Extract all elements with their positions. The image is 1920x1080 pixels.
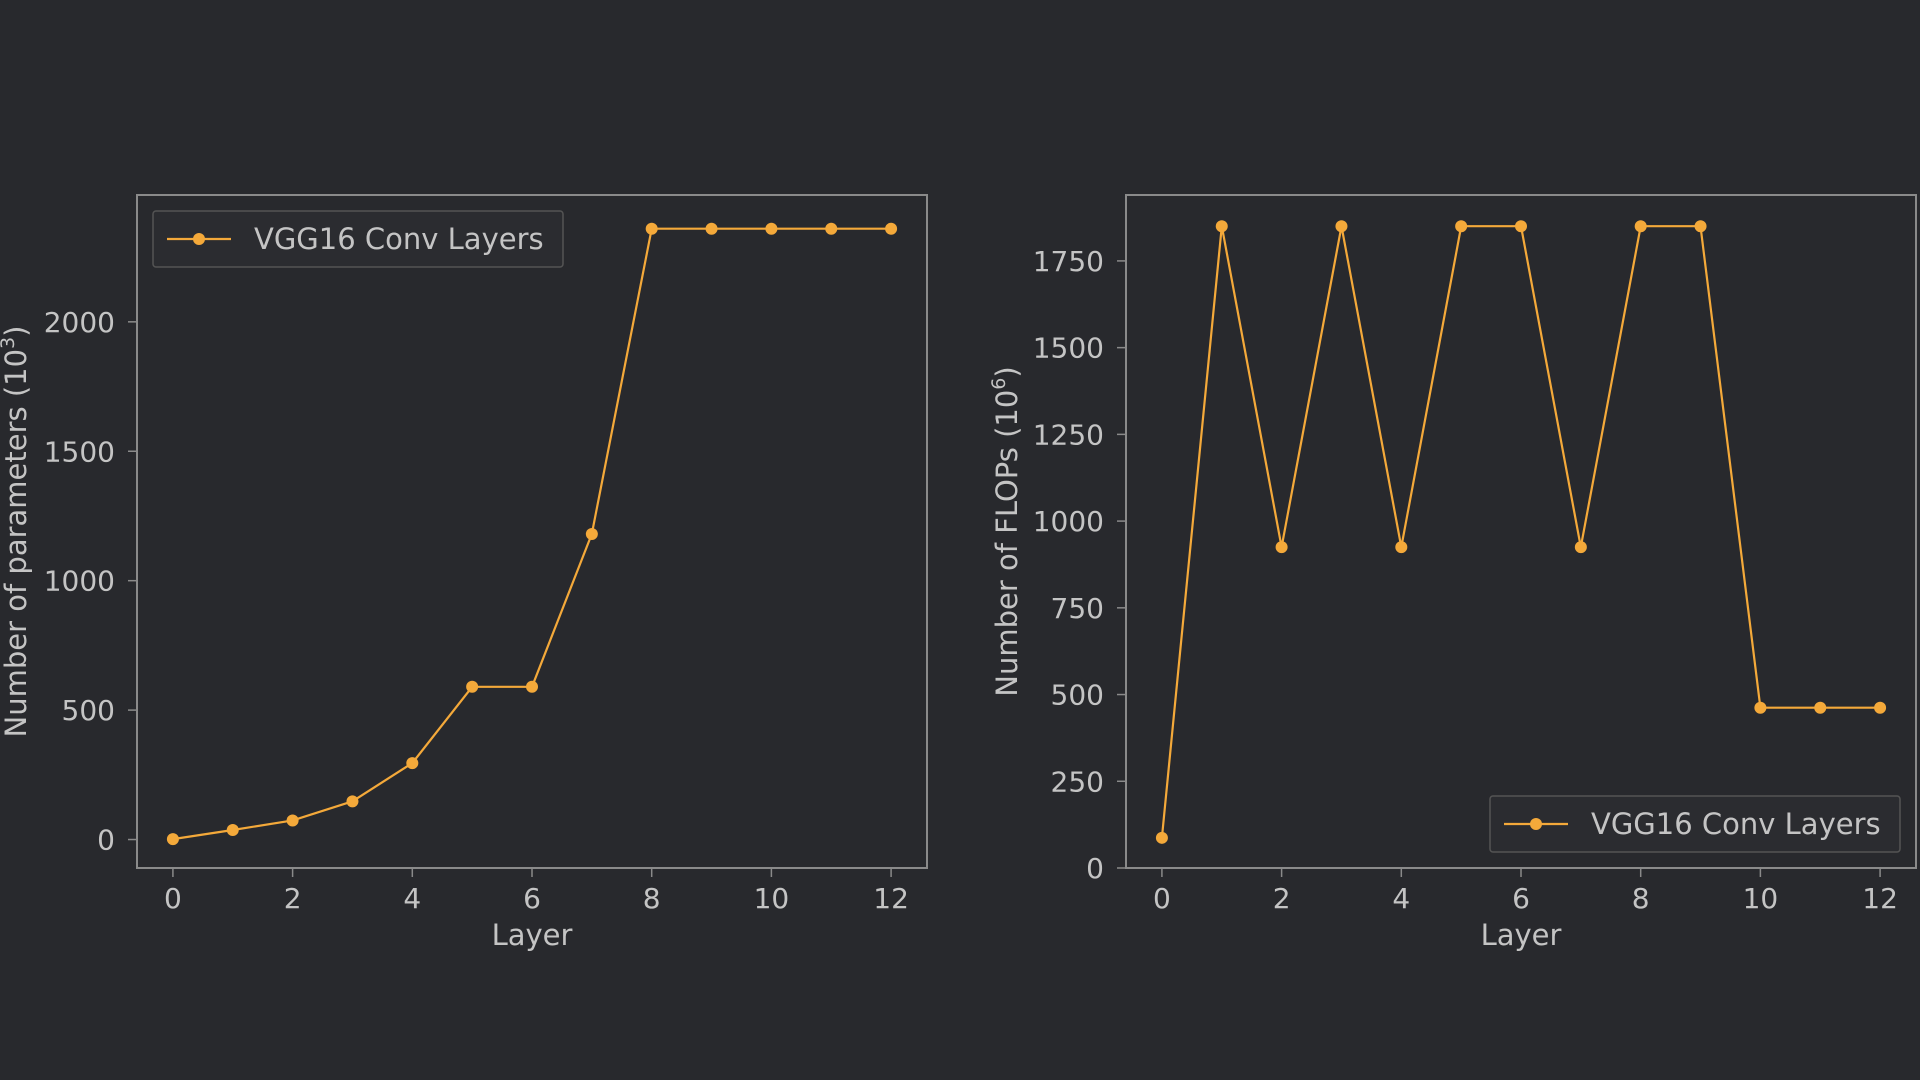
chart-2-legend-box [1489, 795, 1901, 853]
chart-2-data-point [1215, 220, 1228, 233]
chart-2-data-point [1574, 541, 1587, 554]
chart-2-y-tick-label: 1250 [1033, 418, 1104, 451]
chart-1-data-point [166, 833, 179, 846]
chart-2-x-tick-label: 12 [1862, 882, 1898, 915]
chart-2-data-point [1275, 541, 1288, 554]
chart-2-x-tick-label: 4 [1392, 882, 1410, 915]
chart-1-x-tick-label: 6 [523, 882, 541, 915]
chart-2-y-tick-label: 250 [1051, 765, 1104, 798]
chart-2-x-tick-label: 10 [1743, 882, 1779, 915]
chart-2-x-axis-label: Layer [1481, 918, 1562, 952]
chart-1-data-point [226, 823, 239, 836]
chart-2-data-point [1395, 541, 1408, 554]
chart-1-x-tick-label: 12 [873, 882, 909, 915]
chart-1-x-tick-label: 10 [754, 882, 790, 915]
chart-1-y-axis-label: Number of parameters (103) [0, 326, 33, 738]
chart-2-axes-frame [1125, 194, 1917, 869]
chart-1-y-tick-label: 2000 [44, 306, 115, 339]
chart-1-data-point [585, 528, 598, 541]
chart-2-y-tick-label: 0 [1086, 852, 1104, 885]
chart-2-data-point [1455, 220, 1468, 233]
chart-1-data-point [645, 222, 658, 235]
chart-2: 0 2 4 6 8 10 12 0 250 500 750 1000 1250 1500 1750 Layer… [988, 194, 1917, 952]
chart-2-data-point [1515, 220, 1527, 233]
chart-2-y-axis-label: Number of FLOPs (106) [988, 366, 1024, 696]
chart-1-legend-label: VGG16 Conv Layers [254, 222, 544, 256]
chart-2-y-tick-label: 750 [1051, 592, 1104, 625]
chart-1-data-point [765, 222, 778, 235]
chart-2-y-tick-label: 500 [1051, 679, 1104, 712]
chart-1-data-point [346, 795, 359, 808]
chart-1-legend: VGG16 Conv Layers [152, 210, 564, 268]
chart-2-data-point [1634, 220, 1647, 233]
chart-2-y-tick-label: 1500 [1033, 332, 1104, 365]
chart-2-legend: VGG16 Conv Layers [1489, 795, 1901, 853]
chart-1-data-point [406, 757, 419, 770]
chart-1-data-point [885, 222, 898, 235]
chart-2-x-tick-label: 8 [1632, 882, 1650, 915]
chart-1-data-point [825, 222, 838, 235]
chart-2-data-point [1754, 701, 1767, 714]
chart-2-y-tick-label: 1750 [1033, 245, 1104, 278]
chart-1-data-point [466, 680, 479, 693]
chart-2-legend-marker-swatch [1530, 818, 1542, 830]
chart-1-x-tick-label: 8 [643, 882, 661, 915]
chart-1-legend-box [152, 210, 564, 268]
chart-2-data-point [1694, 220, 1707, 233]
chart-2-x-tick-label: 2 [1273, 882, 1291, 915]
chart-1-x-tick-label: 2 [284, 882, 302, 915]
chart-1-data-point [705, 222, 718, 235]
chart-2-data-point [1155, 831, 1168, 844]
chart-1-data-point [526, 680, 538, 693]
chart-1-x-axis-label: Layer [492, 918, 573, 952]
chart-1-x-tick-label: 4 [403, 882, 421, 915]
chart-1: 0 2 4 6 8 10 12 0 500 1000 1500 2000 Layer Number of … [0, 194, 928, 952]
chart-1-legend-marker-swatch [193, 233, 205, 245]
chart-1-axes-frame [136, 194, 928, 869]
chart-2-x-tick-label: 0 [1153, 882, 1171, 915]
chart-1-y-tick-label: 1000 [44, 565, 115, 598]
chart-2-data-point [1335, 220, 1348, 233]
chart-1-y-tick-label: 0 [97, 824, 115, 857]
chart-1-x-tick-label: 0 [164, 882, 182, 915]
chart-1-y-tick-label: 1500 [44, 435, 115, 468]
chart-2-x-tick-label: 6 [1512, 882, 1530, 915]
chart-1-data-point [286, 814, 299, 827]
chart-1-y-tick-label: 500 [62, 694, 115, 727]
chart-2-data-point [1814, 701, 1827, 714]
chart-2-y-tick-label: 1000 [1033, 505, 1104, 538]
chart-2-legend-label: VGG16 Conv Layers [1591, 807, 1881, 841]
chart-2-data-point [1874, 701, 1887, 714]
